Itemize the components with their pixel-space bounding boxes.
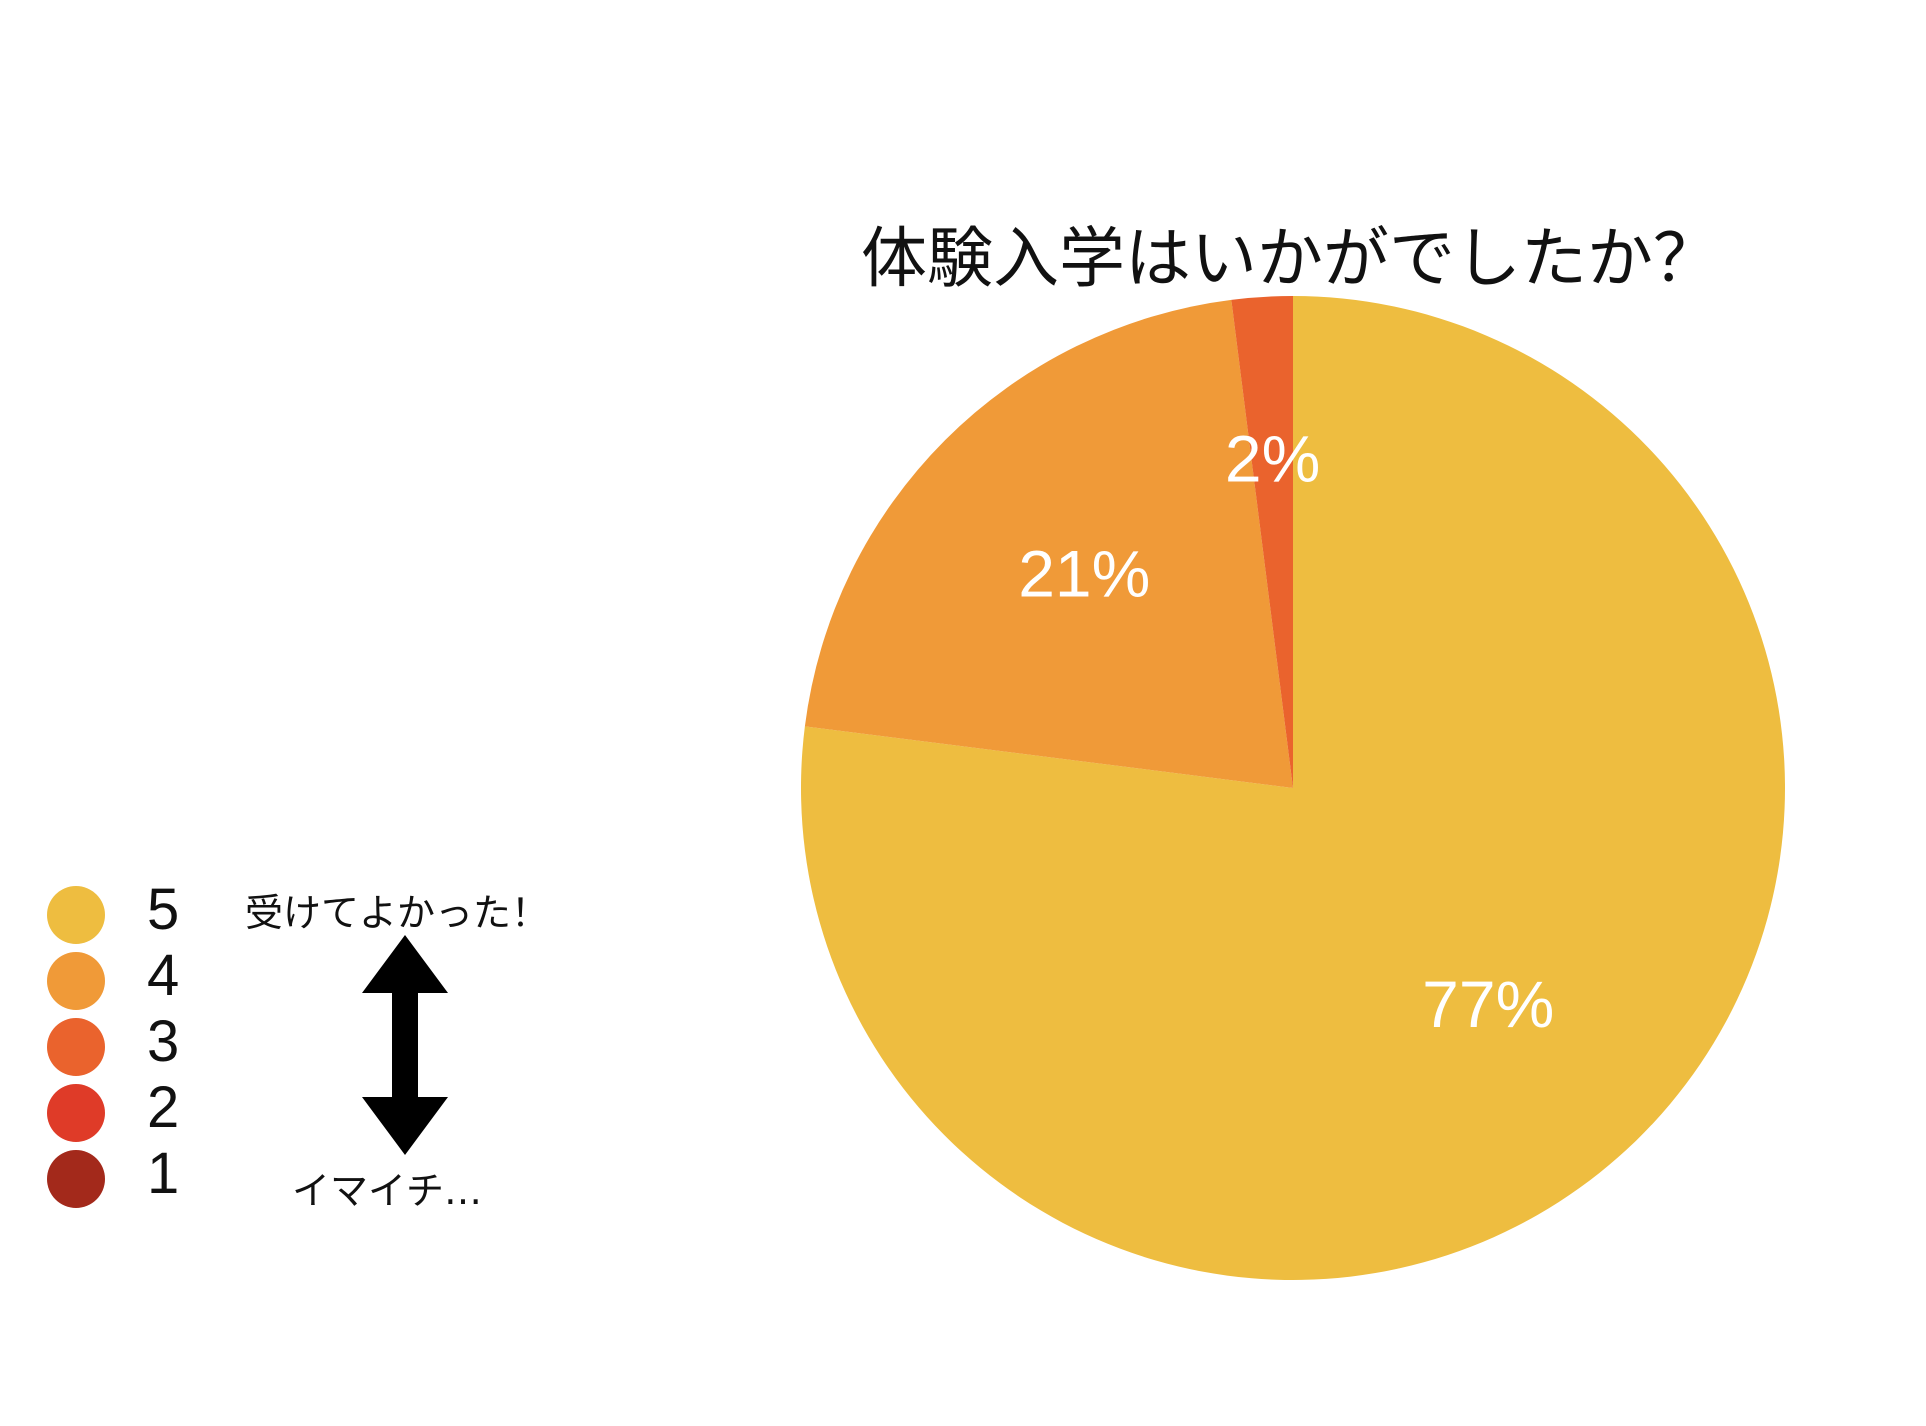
legend-item-4: 4: [47, 943, 187, 1010]
pie-slice-4: [804, 299, 1293, 788]
legend-swatch-3: [47, 1018, 105, 1076]
pie-slice-label-5: 77%: [1422, 967, 1554, 1041]
legend-item-3: 3: [47, 1009, 187, 1076]
pie-slices: [801, 296, 1785, 1280]
double-arrow-icon: [362, 935, 448, 1155]
chart-title: 体験入学はいかがでしたか？: [861, 220, 1719, 297]
legend-label-4: 4: [147, 943, 180, 1008]
pie-slice-label-4: 21%: [1018, 537, 1150, 611]
legend-label-5: 5: [147, 877, 180, 942]
pie-slice-3: [1231, 296, 1293, 788]
scale-bottom-note: イマイチ…: [292, 1169, 483, 1213]
legend-item-2: 2: [47, 1075, 187, 1142]
legend-swatch-1: [47, 1150, 105, 1208]
legend-swatch-4: [47, 952, 105, 1010]
legend-item-1: 1: [47, 1141, 187, 1208]
legend-label-1: 1: [147, 1141, 180, 1206]
pie-slice-labels: 77% 21% 2%: [1018, 421, 1554, 1041]
legend-label-2: 2: [147, 1075, 180, 1140]
legend-swatch-2: [47, 1084, 105, 1142]
legend-item-5: 5: [47, 877, 187, 944]
legend-swatch-5: [47, 886, 105, 944]
legend-label-3: 3: [147, 1009, 180, 1074]
pie-slice-label-3: 2%: [1225, 421, 1320, 495]
scale-top-note: 受けてよかった！: [245, 891, 550, 935]
